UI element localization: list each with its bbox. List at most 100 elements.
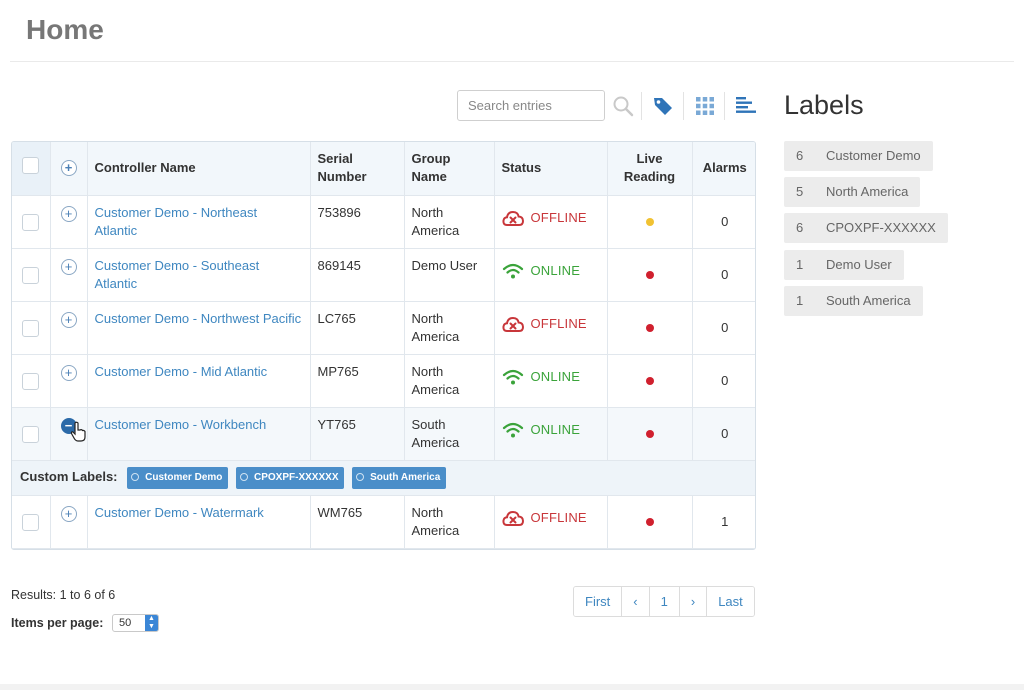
toolbar-divider — [683, 92, 684, 120]
select-all-checkbox[interactable] — [22, 157, 40, 175]
pager-prev-button[interactable]: ‹ — [622, 587, 650, 616]
column-header-serial-number[interactable]: Serial Number — [310, 142, 405, 196]
grid-view-icon[interactable] — [693, 94, 717, 118]
controller-name-link[interactable]: Customer Demo - Northeast Atlantic — [94, 204, 258, 238]
serial-number: YT765 — [310, 407, 405, 461]
expand-all-button[interactable]: + — [60, 160, 77, 177]
group-name: North America — [404, 301, 495, 355]
pager-next-button[interactable]: › — [679, 587, 708, 616]
label-item[interactable]: 6 CPOXPF-XXXXXX — [784, 213, 948, 243]
column-header-alarms[interactable]: Alarms — [692, 142, 755, 196]
pagination: First ‹ 1 › Last — [573, 586, 755, 617]
wifi-icon — [502, 369, 523, 384]
page-title: Home — [26, 14, 104, 45]
serial-number: 753896 — [310, 195, 405, 249]
collapse-row-button[interactable]: − — [60, 417, 77, 434]
serial-number: WM765 — [310, 495, 405, 549]
label-item[interactable]: 6 Customer Demo — [784, 141, 933, 171]
tag-ring-icon — [131, 472, 140, 481]
column-header-live-reading[interactable]: Live Reading — [607, 142, 693, 196]
tag-icon[interactable] — [651, 94, 675, 118]
custom-label-tag[interactable]: South America — [352, 466, 447, 489]
controller-name-link[interactable]: Customer Demo - Mid Atlantic — [94, 363, 268, 379]
controller-name-link[interactable]: Customer Demo - Northwest Pacific — [94, 310, 302, 326]
row-checkbox[interactable] — [22, 267, 40, 284]
live-reading-indicator — [645, 429, 654, 438]
group-name: North America — [404, 495, 495, 549]
group-name: North America — [404, 195, 495, 249]
status-text: OFFLINE — [530, 315, 587, 331]
pager-page-button[interactable]: 1 — [649, 587, 680, 616]
label-item[interactable]: 1 South America — [784, 286, 923, 316]
serial-number: MP765 — [310, 354, 405, 408]
column-header-group-name[interactable]: Group Name — [404, 142, 495, 196]
results-summary: Results: 1 to 6 of 6 — [11, 588, 116, 602]
custom-labels-title: Custom Labels: — [20, 468, 118, 484]
cloud-offline-icon — [501, 210, 524, 226]
expand-row-button[interactable]: + — [60, 205, 77, 222]
row-checkbox[interactable] — [22, 373, 40, 390]
custom-labels-row: Custom Labels: Customer Demo CPOXPF-XXXX… — [12, 460, 755, 496]
status-text: ONLINE — [530, 421, 581, 437]
custom-label-tag[interactable]: CPOXPF-XXXXXX — [236, 466, 345, 489]
toolbar-divider — [641, 92, 642, 120]
live-reading-indicator — [645, 217, 654, 226]
search-input[interactable] — [457, 90, 605, 121]
bottom-edge — [0, 684, 1024, 690]
search-icon[interactable] — [611, 94, 635, 118]
hand-cursor-icon — [70, 421, 86, 442]
serial-number: 869145 — [310, 248, 405, 302]
status-badge: OFFLINE — [501, 204, 600, 227]
status-text: OFFLINE — [530, 509, 587, 525]
wifi-icon — [502, 422, 523, 437]
alarm-count: 0 — [692, 354, 755, 408]
expand-row-button[interactable]: + — [60, 311, 77, 328]
column-header-status[interactable]: Status — [494, 142, 608, 196]
controller-name-link[interactable]: Customer Demo - Southeast Atlantic — [94, 257, 260, 291]
label-item[interactable]: 5 North America — [784, 177, 921, 207]
title-divider — [10, 61, 1014, 62]
live-reading-indicator — [645, 376, 654, 385]
label-item[interactable]: 1 Demo User — [784, 250, 904, 280]
tag-ring-icon — [356, 472, 365, 481]
serial-number: LC765 — [310, 301, 405, 355]
row-checkbox[interactable] — [22, 426, 40, 443]
table-row: + Customer Demo - Mid Atlantic MP765 Nor… — [12, 354, 755, 408]
pager-last-button[interactable]: Last — [707, 587, 754, 616]
alarm-count: 1 — [692, 495, 755, 549]
wifi-icon — [502, 263, 523, 278]
custom-label-tag[interactable]: Customer Demo — [127, 466, 229, 489]
controller-name-link[interactable]: Customer Demo - Watermark — [94, 504, 264, 520]
controller-name-link[interactable]: Customer Demo - Workbench — [94, 416, 267, 432]
table-row: + Customer Demo - Northeast Atlantic 753… — [12, 195, 755, 249]
row-checkbox[interactable] — [22, 214, 40, 231]
expand-row-button[interactable]: + — [60, 505, 77, 522]
alarm-count: 0 — [692, 248, 755, 302]
row-checkbox[interactable] — [22, 320, 40, 337]
pager-first-button[interactable]: First — [574, 587, 623, 616]
live-reading-indicator — [645, 323, 654, 332]
group-name: Demo User — [404, 248, 495, 302]
table-row: + Customer Demo - Southeast Atlantic 869… — [12, 248, 755, 302]
table-row: + Customer Demo - Northwest Pacific LC76… — [12, 301, 755, 355]
controllers-table: + Controller Name Serial Number Group Na… — [11, 141, 756, 550]
status-text: OFFLINE — [530, 209, 587, 225]
tag-ring-icon — [240, 472, 249, 481]
row-checkbox[interactable] — [22, 514, 40, 531]
expand-row-button[interactable]: + — [60, 364, 77, 381]
group-name: South America — [404, 407, 495, 461]
status-badge: OFFLINE — [501, 504, 600, 527]
cloud-offline-icon — [501, 316, 524, 332]
table-row: − Customer Demo - Workbench YT765 South … — [12, 407, 755, 461]
status-text: ONLINE — [530, 262, 581, 278]
column-header-controller-name[interactable]: Controller Name — [87, 142, 311, 196]
status-badge: OFFLINE — [501, 310, 600, 333]
status-badge: ONLINE — [502, 416, 600, 439]
alarm-count: 0 — [692, 195, 755, 249]
items-per-page-value: 50 — [119, 617, 132, 629]
list-view-icon[interactable] — [734, 94, 758, 118]
table-header-row: + Controller Name Serial Number Group Na… — [12, 142, 755, 196]
items-per-page-select[interactable]: 50 ▲ ▼ — [112, 614, 159, 632]
live-reading-indicator — [645, 270, 654, 279]
expand-row-button[interactable]: + — [60, 258, 77, 275]
